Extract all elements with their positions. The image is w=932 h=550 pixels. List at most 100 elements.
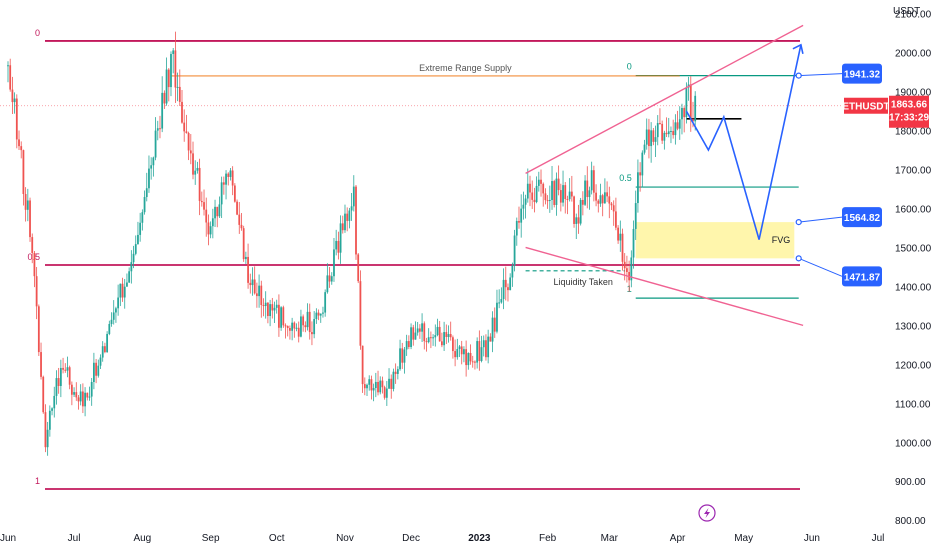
candle [48,405,51,437]
candle [172,47,175,74]
drawings-layer [525,24,804,327]
candle [289,325,291,340]
candle-body [176,86,179,88]
candle [324,289,327,317]
candle-body [357,254,360,282]
candle-body [55,378,58,396]
candle-body [412,327,415,340]
candle [445,324,448,345]
candle-body [366,384,368,389]
candle-body [26,200,29,210]
candle-body [540,179,542,184]
candle [176,72,179,102]
candle-body [513,235,516,266]
candle [51,407,53,416]
candle-body [295,327,298,329]
y-tick-label: 1400.00 [895,282,932,293]
candle-body [137,234,139,245]
candle [485,334,487,361]
candle [293,321,296,338]
candle [467,352,470,370]
candle [366,383,368,396]
candle [588,186,591,210]
candle [434,324,437,347]
candle-body [370,379,373,391]
candle-body [425,341,428,343]
candle [154,117,157,161]
candle-body [37,306,40,353]
candle [183,109,186,142]
countdown-value: 17:33:29 [889,113,929,124]
candle [203,189,205,216]
candle-body [641,152,644,176]
candle [123,278,126,309]
candle-body [592,170,595,193]
liquidity-label: Liquidity Taken [553,277,612,287]
candle-body [626,268,628,272]
candle-body [315,312,318,320]
candle [126,273,128,287]
candle [586,166,589,209]
candle [317,309,320,321]
candle [592,165,595,202]
candle-body [99,357,102,366]
candle [315,308,318,324]
candle [255,282,258,308]
candle [335,229,338,256]
candle-body [18,139,20,147]
candle-body [33,252,36,277]
candle [370,375,373,400]
candle-body [291,322,294,331]
fib-label-1: 0.5 [619,173,632,183]
candle-body [553,181,556,205]
candle [652,127,655,146]
candle [115,306,117,323]
candle-body [694,95,697,122]
candle-body [491,317,494,342]
candle-body [597,200,600,204]
candle [436,318,439,337]
candle-body [313,319,316,335]
price-tag-connector [798,73,843,77]
candle [300,309,302,338]
candle [92,352,95,390]
candle [333,238,335,282]
candle-body [35,276,38,307]
candle-body [603,192,606,204]
symbol-label: ETHUSDT [842,102,889,113]
candle-body [200,200,203,203]
candle [465,340,468,377]
candle [134,235,137,256]
candle [399,339,401,371]
candle [46,421,49,456]
fvg-layer: FVG [635,222,795,259]
candle-body [377,381,379,393]
candle-body [211,218,214,227]
candle [637,159,639,213]
candle [546,195,549,209]
candle [62,357,64,374]
candle-body [432,337,434,339]
candle [216,206,219,228]
candle-body [46,429,49,448]
candle [271,297,274,319]
candle [84,387,86,417]
candles-layer [7,31,697,456]
candle-body [614,211,617,228]
price-tag-box [842,63,882,84]
x-tick-label: Oct [269,533,285,544]
candle-body [51,408,53,411]
candle-body [537,179,540,186]
candle-body [112,312,115,320]
candle [231,166,234,196]
candle [95,358,98,384]
candle-body [132,253,135,263]
candle-body [280,307,283,328]
candle-body [229,170,232,177]
y-tick-label: 1300.00 [895,321,932,332]
candle [26,188,29,222]
candle [20,141,23,159]
candle-body [189,150,192,154]
candle [229,167,232,181]
